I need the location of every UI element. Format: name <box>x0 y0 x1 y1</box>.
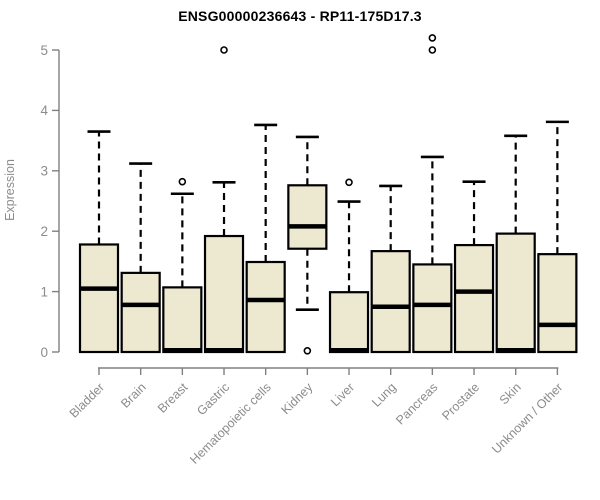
y-tick-label: 2 <box>40 224 48 239</box>
x-tick-label: Bladder <box>67 380 107 420</box>
chart-title: ENSG00000236643 - RP11-175D17.3 <box>178 8 422 24</box>
x-tick-label: Lung <box>369 380 399 410</box>
x-tick-label: Unknown / Other <box>489 380 565 456</box>
box <box>287 184 328 250</box>
box <box>162 286 203 354</box>
x-tick-label: Prostate <box>439 380 482 423</box>
box <box>537 253 578 354</box>
box <box>203 234 245 354</box>
y-tick-label: 1 <box>40 284 48 299</box>
x-tick-label: Liver <box>328 380 357 409</box>
x-tick-label: Hematopoietic cells <box>187 380 274 467</box>
x-tick-label: Breast <box>155 380 191 416</box>
outlier-point <box>345 178 353 187</box>
outlier-point <box>178 177 187 186</box>
box <box>328 291 370 354</box>
x-tick-label: Gastric <box>194 380 232 418</box>
box <box>245 260 286 354</box>
box <box>412 263 453 354</box>
y-tick-label: 0 <box>40 345 48 360</box>
outlier-point <box>220 46 228 54</box>
y-tick-label: 5 <box>40 43 48 58</box>
y-axis-title: Expression <box>3 159 17 221</box>
y-tick-label: 4 <box>40 103 48 118</box>
outlier-point <box>428 34 437 42</box>
outlier-point <box>428 46 437 54</box>
x-tick-label: Brain <box>118 380 149 411</box>
box <box>370 250 411 354</box>
x-tick-label: Pancreas <box>393 380 440 427</box>
y-tick-label: 3 <box>40 164 48 179</box>
x-tick-label: Kidney <box>279 380 316 417</box>
box <box>495 232 536 354</box>
box <box>78 243 120 354</box>
box <box>453 243 495 354</box>
box <box>120 271 161 354</box>
outlier-point <box>303 346 312 355</box>
x-tick-label: Skin <box>497 380 524 407</box>
